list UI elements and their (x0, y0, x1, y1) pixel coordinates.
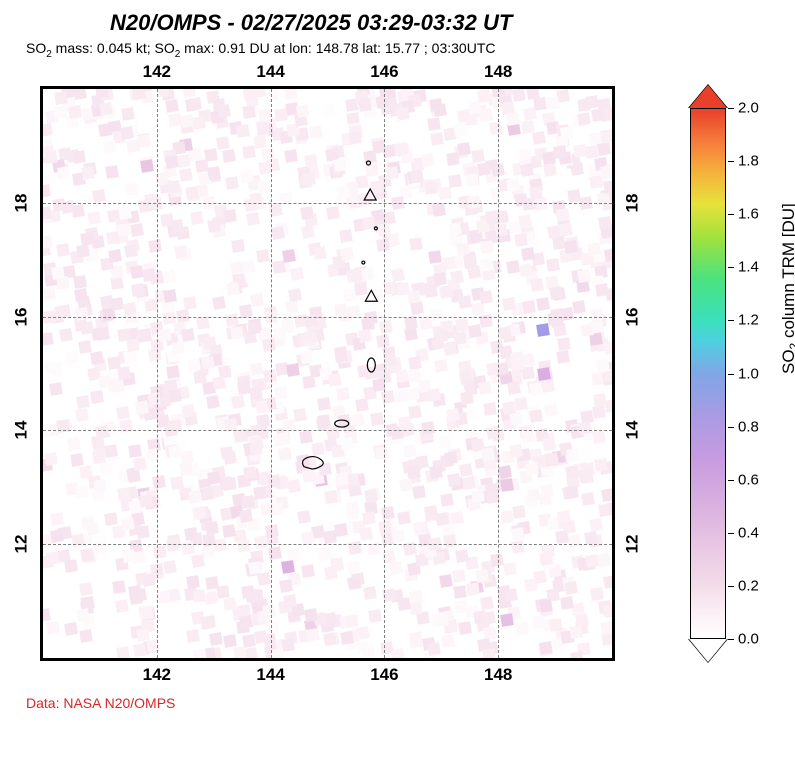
plot-title: N20/OMPS - 02/27/2025 03:29-03:32 UT (110, 10, 512, 36)
y-tick-label: 18 (11, 193, 31, 212)
y-tick-label: 14 (622, 421, 642, 440)
x-tick-label: 142 (143, 665, 171, 685)
colorbar-tick-label: 0.0 (738, 631, 759, 648)
colorbar-tick (728, 533, 734, 534)
colorbar-tick-label: 1.2 (738, 312, 759, 329)
island-outline (367, 358, 375, 372)
y-tick-label: 16 (622, 307, 642, 326)
colorbar-tick-label: 1.4 (738, 259, 759, 276)
island-outline (335, 420, 349, 427)
x-tick-label: 146 (370, 62, 398, 82)
data-attribution: Data: NASA N20/OMPS (26, 695, 175, 711)
colorbar-extend-min-icon (689, 639, 727, 662)
island-outline (365, 290, 377, 301)
map-canvas (43, 89, 612, 658)
colorbar-tick (728, 639, 734, 640)
island-outline (366, 161, 370, 165)
x-tick-label: 144 (256, 62, 284, 82)
colorbar-tick-label: 1.8 (738, 153, 759, 170)
colorbar-label: SO2 column TRM [DU] (779, 203, 795, 374)
colorbar-tick-label: 1.0 (738, 365, 759, 382)
island-outline (303, 457, 324, 469)
island-outline (364, 189, 376, 200)
colorbar: 0.00.20.40.60.81.01.21.41.61.82.0 SO2 co… (690, 86, 726, 661)
colorbar-tick-label: 0.4 (738, 524, 759, 541)
x-tick-label: 146 (370, 665, 398, 685)
colorbar-tick-label: 2.0 (738, 100, 759, 117)
colorbar-tick-label: 0.2 (738, 577, 759, 594)
y-tick-label: 14 (11, 421, 31, 440)
map-frame (40, 86, 615, 661)
colorbar-extend-max-icon (689, 85, 727, 108)
colorbar-tick (728, 161, 734, 162)
colorbar-tick-label: 1.6 (738, 206, 759, 223)
y-tick-label: 12 (11, 535, 31, 554)
colorbar-gradient (690, 108, 726, 639)
colorbar-tick (728, 214, 734, 215)
island-outline (374, 227, 377, 230)
colorbar-tick (728, 320, 734, 321)
x-tick-label: 144 (256, 665, 284, 685)
colorbar-tick (728, 267, 734, 268)
colorbar-tick (728, 586, 734, 587)
x-tick-label: 148 (484, 62, 512, 82)
colorbar-tick (728, 480, 734, 481)
y-tick-label: 18 (622, 193, 642, 212)
y-tick-label: 12 (622, 535, 642, 554)
colorbar-tick-label: 0.6 (738, 471, 759, 488)
plot-subtitle: SO2 mass: 0.045 kt; SO2 max: 0.91 DU at … (26, 40, 495, 60)
x-tick-label: 142 (143, 62, 171, 82)
colorbar-tick (728, 108, 734, 109)
colorbar-tick (728, 427, 734, 428)
colorbar-tick (728, 374, 734, 375)
coastlines (43, 89, 612, 658)
x-tick-label: 148 (484, 665, 512, 685)
colorbar-tick-label: 0.8 (738, 418, 759, 435)
island-outline (362, 261, 365, 264)
y-tick-label: 16 (11, 307, 31, 326)
